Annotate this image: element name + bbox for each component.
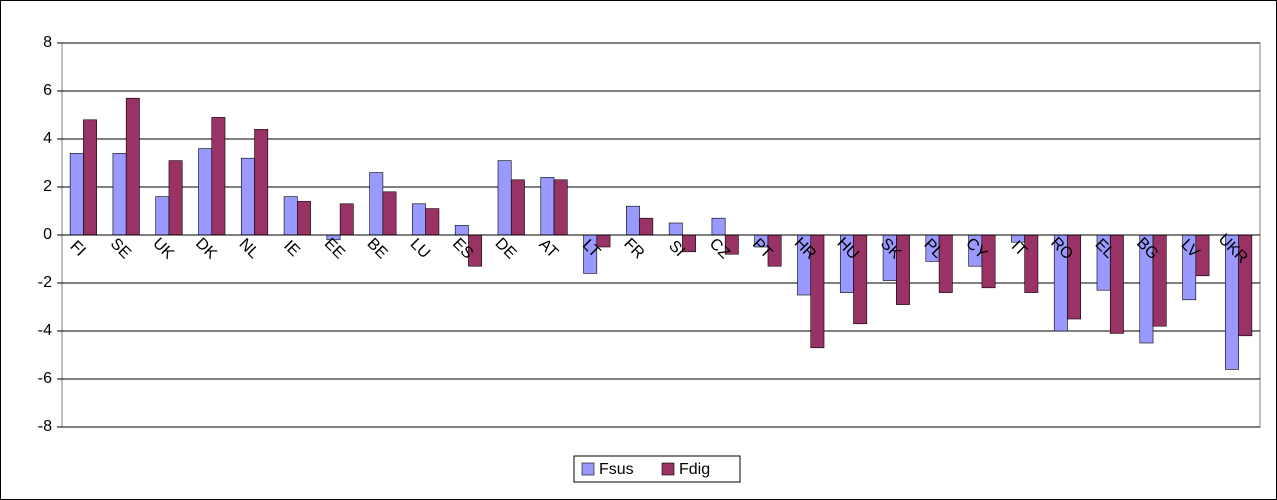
bar xyxy=(297,201,311,236)
bar xyxy=(1195,234,1210,277)
bar xyxy=(240,157,255,236)
bar xyxy=(639,217,654,236)
legend-label: Fsus xyxy=(599,461,634,478)
bar xyxy=(626,205,640,236)
y-tick-label: -4 xyxy=(38,322,52,339)
bar xyxy=(125,97,140,236)
bar xyxy=(454,225,469,236)
bar xyxy=(369,172,384,236)
legend-swatch xyxy=(581,462,595,476)
y-tick-label: 2 xyxy=(43,178,52,195)
bar xyxy=(425,208,440,236)
bar xyxy=(198,148,213,236)
bar xyxy=(83,119,97,236)
bar xyxy=(283,196,298,236)
y-tick-label: 6 xyxy=(43,82,52,99)
legend: Fsus Fdig xyxy=(573,455,741,483)
bar xyxy=(497,160,512,236)
y-tick-label: -8 xyxy=(38,418,52,435)
bar xyxy=(668,222,683,236)
bar xyxy=(112,153,127,236)
legend-label: Fdig xyxy=(679,461,710,478)
bar xyxy=(69,153,84,236)
bar xyxy=(155,196,170,236)
bar xyxy=(711,217,726,236)
bar xyxy=(211,117,226,236)
bar xyxy=(254,129,269,236)
bar xyxy=(382,191,397,236)
bar xyxy=(981,234,996,289)
y-tick-label: -6 xyxy=(38,370,52,387)
y-tick-label: 8 xyxy=(43,34,52,51)
bar xyxy=(510,179,525,236)
legend-box xyxy=(573,455,741,483)
bar xyxy=(412,203,426,236)
bar xyxy=(339,203,354,236)
legend-swatch xyxy=(661,462,675,476)
bar xyxy=(168,160,183,236)
y-tick-label: 4 xyxy=(43,130,52,147)
y-tick-label: -2 xyxy=(38,274,52,291)
bar xyxy=(540,177,555,236)
y-tick-label: 0 xyxy=(43,226,52,243)
bar xyxy=(553,179,568,236)
